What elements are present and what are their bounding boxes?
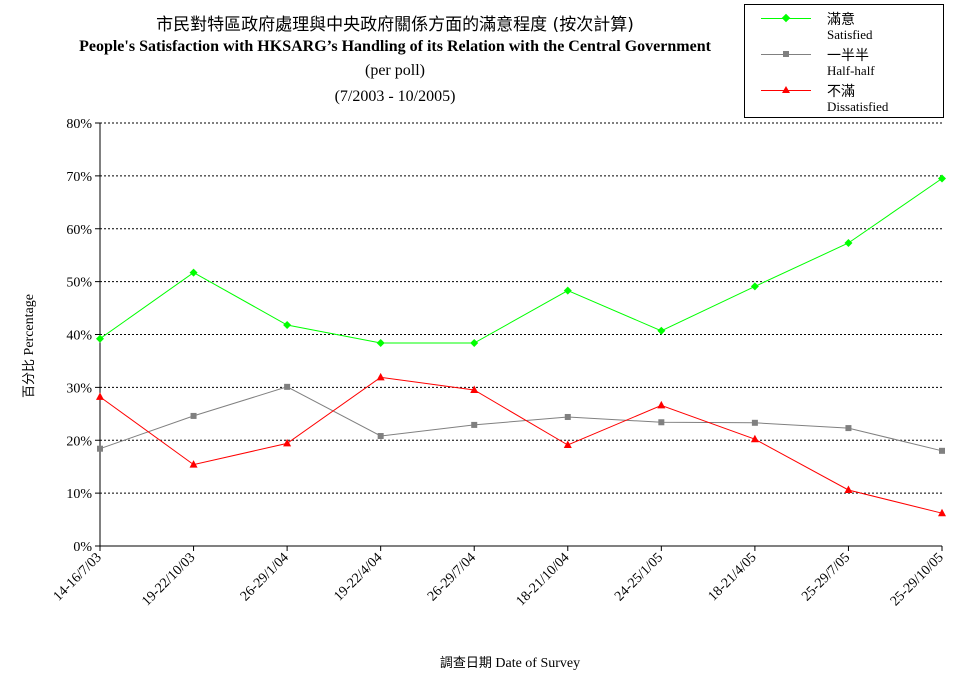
legend-label-dissatisfied-zh: 不滿 — [827, 84, 855, 100]
y-tick-label: 20% — [66, 434, 92, 449]
y-axis-label-en: Percentage — [22, 294, 37, 356]
y-tick-label: 50% — [66, 276, 92, 291]
legend-label-half-half-zh: 一半半 — [827, 48, 869, 64]
x-tick-label: 14-16/7/03 — [51, 550, 105, 604]
y-tick-label: 80% — [66, 117, 92, 132]
chart-subtitle: (per poll) — [365, 62, 425, 79]
legend-label-satisfied-zh: 滿意 — [827, 12, 855, 28]
legend-label-dissatisfied-en: Dissatisfied — [827, 99, 889, 114]
chart-title-english: People's Satisfaction with HKSARG’s Hand… — [79, 38, 711, 55]
legend-item-half-half: 一半半 Half-half — [745, 43, 945, 79]
x-axis-label-en: Date of Survey — [495, 656, 581, 671]
data-point-dissatisfied — [283, 438, 292, 447]
data-point-half-half — [284, 383, 291, 390]
legend-marker-dissatisfied — [782, 86, 790, 93]
data-point-satisfied — [283, 320, 292, 329]
y-axis-label-zh: 百分比 — [22, 358, 37, 398]
y-tick-label: 0% — [73, 540, 92, 555]
data-point-dissatisfied — [470, 385, 479, 394]
x-tick-label: 26-29/7/04 — [425, 550, 479, 604]
data-point-satisfied — [657, 326, 666, 335]
data-point-satisfied — [96, 334, 104, 343]
data-point-dissatisfied — [96, 392, 104, 400]
y-tick-label: 70% — [66, 170, 92, 185]
data-point-half-half — [751, 419, 758, 426]
data-point-dissatisfied — [563, 440, 572, 449]
x-tick-label: 26-29/1/04 — [238, 550, 292, 604]
data-point-dissatisfied — [189, 460, 198, 468]
y-tick-label: 30% — [66, 381, 92, 396]
legend-label-half-half-en: Half-half — [827, 63, 875, 78]
data-point-satisfied — [470, 338, 479, 347]
x-axis-label-zh: 調查日期 — [439, 656, 492, 671]
data-point-half-half — [939, 447, 945, 454]
y-tick-label: 60% — [66, 223, 92, 238]
y-tick-label: 10% — [66, 487, 92, 502]
x-tick-label: 19-22/4/04 — [331, 550, 385, 604]
data-point-satisfied — [189, 268, 198, 277]
chart-legend: 滿意 Satisfied 一半半 Half-half 不滿 Dissatisfi… — [744, 4, 944, 118]
data-point-satisfied — [938, 174, 946, 183]
data-point-satisfied — [376, 338, 385, 347]
series-line-dissatisfied — [99, 376, 943, 514]
series-line-half-half — [99, 386, 943, 452]
data-point-dissatisfied — [750, 434, 759, 443]
data-point-satisfied — [563, 286, 572, 295]
legend-marker-satisfied — [781, 13, 791, 23]
data-point-half-half — [471, 421, 478, 428]
data-point-dissatisfied — [844, 485, 853, 493]
data-point-half-half — [564, 413, 571, 420]
x-tick-label: 18-21/4/05 — [706, 550, 760, 604]
data-point-satisfied — [750, 282, 759, 291]
chart-title-chinese: 市民對特區政府處理與中央政府關係方面的滿意程度 (按次計算) — [156, 15, 634, 35]
y-tick-label: 40% — [66, 329, 92, 344]
data-point-satisfied — [844, 239, 853, 248]
series-line-satisfied — [99, 178, 943, 344]
chart-period: (7/2003 - 10/2005) — [334, 88, 456, 105]
x-axis-label: 調查日期 Date of Survey — [0, 652, 974, 672]
x-tick-label: 18-21/10/04 — [514, 550, 573, 609]
data-point-half-half — [377, 433, 384, 440]
legend-item-dissatisfied: 不滿 Dissatisfied — [745, 79, 945, 115]
x-tick-label: 25-29/7/05 — [799, 550, 853, 604]
x-tick-label: 25-29/10/05 — [888, 550, 947, 609]
legend-item-satisfied: 滿意 Satisfied — [745, 7, 945, 43]
data-point-dissatisfied — [376, 372, 385, 381]
legend-marker-half-half — [783, 51, 789, 57]
data-point-half-half — [845, 425, 852, 432]
x-tick-label: 19-22/10/03 — [139, 550, 198, 609]
data-point-half-half — [97, 445, 103, 452]
data-point-dissatisfied — [938, 508, 946, 517]
x-tick-label: 24-25/1/05 — [612, 550, 666, 604]
data-point-half-half — [658, 419, 665, 426]
data-point-dissatisfied — [657, 400, 666, 409]
data-point-half-half — [190, 412, 197, 419]
legend-label-satisfied-en: Satisfied — [827, 27, 873, 42]
